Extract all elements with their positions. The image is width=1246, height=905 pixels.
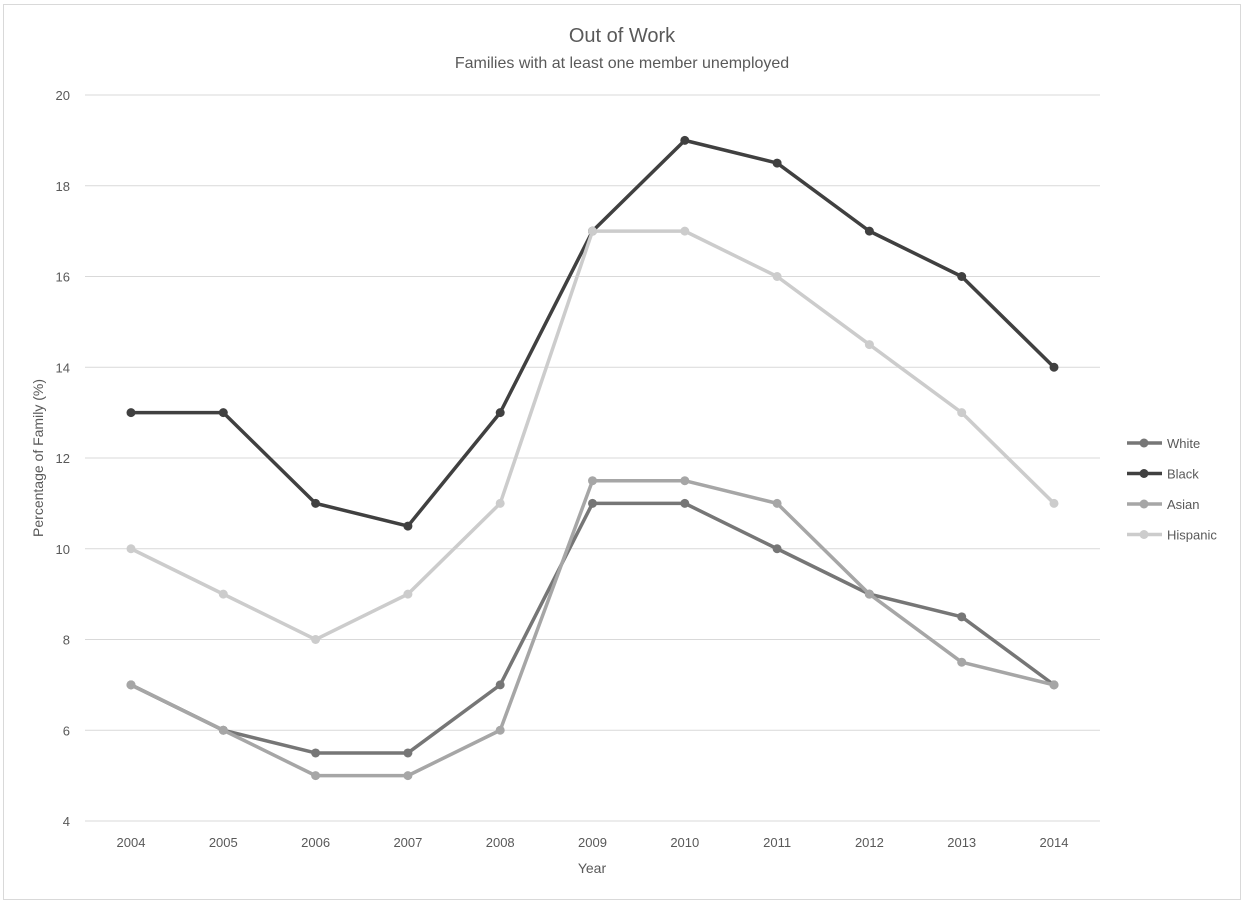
x-tick-label: 2013	[947, 835, 976, 850]
data-point-black	[403, 521, 413, 531]
y-tick-label: 10	[56, 542, 70, 557]
y-tick-label: 16	[56, 270, 70, 285]
series-black	[126, 135, 1059, 531]
data-point-black	[957, 272, 967, 281]
legend: White Black Asian Hispanic	[1127, 436, 1217, 543]
chart-title: Out of Work	[569, 25, 676, 47]
x-tick-label: 2007	[393, 835, 422, 850]
data-point-hispanic	[126, 544, 136, 554]
legend-item-white: White	[1127, 436, 1200, 451]
y-tick-label: 18	[56, 179, 70, 194]
series-line-hispanic	[129, 229, 1056, 642]
y-tick-label: 8	[63, 633, 70, 648]
y-tick-label: 20	[56, 88, 70, 103]
y-axis-ticks: 4 6 8 10 12 14 16 18 20	[56, 88, 70, 829]
data-point-black	[311, 498, 321, 508]
data-point-black	[126, 408, 136, 418]
legend-item-asian: Asian	[1127, 497, 1200, 512]
legend-label: White	[1167, 436, 1200, 451]
data-point-white	[495, 680, 505, 690]
data-point-asian	[957, 657, 967, 667]
data-point-hispanic	[311, 635, 321, 644]
series-asian	[126, 476, 1059, 781]
data-point-asian	[218, 725, 228, 735]
y-tick-label: 4	[63, 814, 70, 829]
data-point-asian	[588, 476, 597, 486]
data-point-hispanic	[957, 408, 967, 418]
data-point-black	[772, 158, 782, 168]
data-point-asian	[403, 771, 413, 781]
data-point-hispanic	[403, 589, 413, 599]
series-hispanic	[126, 226, 1059, 644]
data-point-asian	[126, 680, 136, 690]
series-line-black	[129, 138, 1056, 528]
data-point-black	[218, 408, 228, 418]
data-point-asian	[680, 476, 690, 486]
y-tick-label: 14	[56, 360, 70, 375]
data-point-black	[680, 135, 690, 145]
series-line-asian	[129, 478, 1056, 778]
x-tick-label: 2004	[117, 835, 146, 850]
data-point-asian	[864, 589, 874, 599]
gridlines	[85, 94, 1100, 822]
legend-swatch-marker	[1139, 469, 1149, 478]
data-point-black	[1049, 362, 1059, 372]
x-tick-label: 2006	[301, 835, 330, 850]
chart-subtitle: Families with at least one member unempl…	[455, 55, 789, 72]
y-tick-label: 12	[56, 451, 70, 466]
data-point-hispanic	[864, 340, 874, 350]
data-point-asian	[495, 725, 505, 735]
data-point-white	[588, 498, 597, 508]
x-tick-label: 2010	[670, 835, 699, 850]
data-point-white	[403, 748, 413, 758]
data-point-hispanic	[218, 589, 228, 599]
y-axis-title: Percentage of Family (%)	[30, 379, 46, 537]
data-point-hispanic	[495, 498, 505, 508]
data-point-black	[495, 408, 505, 418]
legend-swatch-marker	[1139, 499, 1149, 509]
x-tick-label: 2011	[763, 835, 791, 850]
x-tick-label: 2014	[1040, 835, 1069, 850]
data-point-white	[311, 748, 321, 758]
x-axis-ticks: 2004 2005 2006 2007 2008 2009 2010 2011 2012 2013…	[117, 835, 1069, 850]
data-point-white	[772, 544, 782, 554]
legend-label: Hispanic	[1167, 528, 1217, 543]
series-lines	[126, 135, 1059, 781]
data-point-white	[957, 612, 967, 622]
data-point-black	[864, 226, 874, 236]
x-tick-label: 2012	[855, 835, 884, 850]
legend-label: Asian	[1167, 497, 1200, 512]
legend-label: Black	[1167, 467, 1199, 482]
data-point-asian	[1049, 680, 1059, 690]
x-axis-title: Year	[578, 860, 607, 876]
data-point-asian	[311, 771, 321, 781]
chart-frame	[3, 4, 1241, 900]
data-point-hispanic	[588, 226, 597, 236]
series-white	[126, 498, 1059, 758]
legend-item-black: Black	[1127, 467, 1199, 482]
legend-swatch-marker	[1139, 530, 1149, 539]
legend-item-hispanic: Hispanic	[1127, 528, 1217, 543]
data-point-white	[680, 498, 690, 508]
y-tick-label: 6	[63, 723, 70, 738]
data-point-hispanic	[772, 272, 782, 281]
x-tick-label: 2005	[209, 835, 238, 850]
data-point-asian	[772, 498, 782, 508]
data-point-hispanic	[680, 226, 690, 236]
x-tick-label: 2009	[578, 835, 607, 850]
data-point-hispanic	[1049, 498, 1059, 508]
legend-swatch-marker	[1139, 438, 1149, 448]
x-tick-label: 2008	[486, 835, 515, 850]
